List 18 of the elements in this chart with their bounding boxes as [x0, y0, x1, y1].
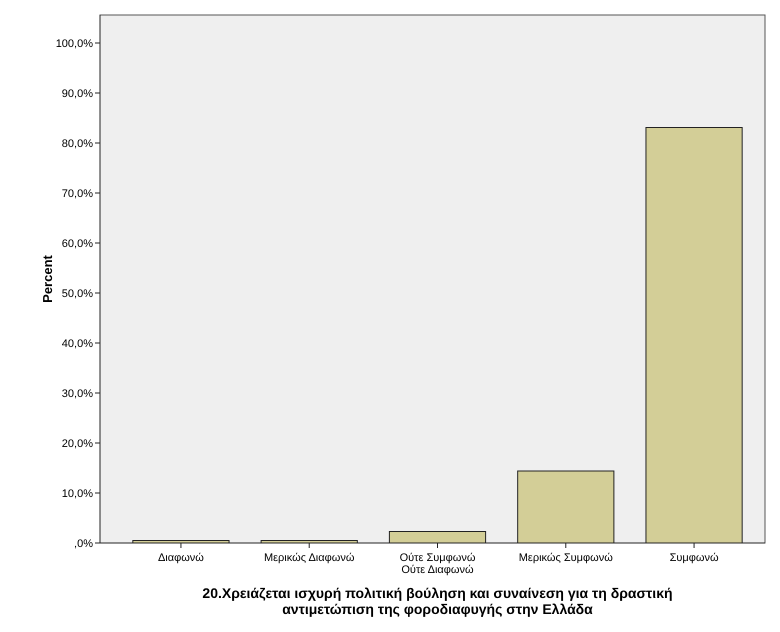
y-tick-label: 100,0% [56, 38, 94, 50]
y-tick-label: 30,0% [62, 388, 94, 400]
x-axis-title: 20.Χρειάζεται ισχυρή πολιτική βούληση και συναίνεση για τη δραστική αντιμετώπιση της φοροδιαφυγής στην Ελλάδα [202, 585, 673, 617]
y-tick-label: 70,0% [62, 188, 94, 200]
y-tick-label: 80,0% [62, 138, 94, 150]
y-tick-label: 60,0% [62, 238, 94, 250]
y-tick-label: 90,0% [62, 88, 94, 100]
y-tick-label: 20,0% [62, 438, 94, 450]
y-tick-label: 50,0% [62, 288, 94, 300]
x-tick-label: Μερικώς Διαφωνώ [264, 552, 355, 564]
x-tick-label: Συμφωνώ [670, 552, 719, 564]
y-tick-label: 40,0% [62, 338, 94, 350]
y-tick-label: ,0% [74, 538, 94, 550]
x-tick-label: Μερικώς Συμφωνώ [518, 552, 614, 564]
y-tick-label: 10,0% [62, 488, 94, 500]
y-axis-title: Percent [40, 254, 55, 303]
x-tick-label: Διαφωνώ [158, 552, 204, 564]
x-tick-label: Ούτε Συμφωνώ Ούτε Διαφωνώ [400, 552, 476, 576]
